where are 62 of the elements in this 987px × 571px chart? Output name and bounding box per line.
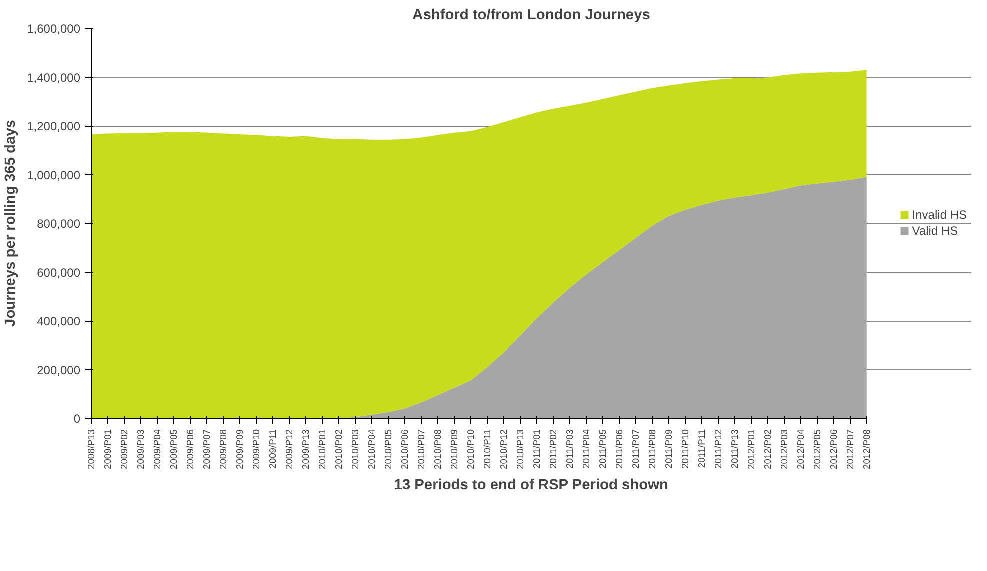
x-tick-label: 2011/P05 bbox=[598, 430, 608, 469]
legend-label: Invalid HS bbox=[912, 208, 967, 222]
x-tick-label: 2009/P13 bbox=[300, 429, 311, 470]
x-tick-label: 2012/P06 bbox=[828, 429, 839, 470]
y-axis-title: Journeys per rolling 365 days bbox=[3, 120, 20, 327]
x-tick-label: 2011/P02 bbox=[548, 430, 558, 469]
x-tick-label: 2012/P04 bbox=[796, 429, 806, 470]
x-tick-label: 2011/P07 bbox=[630, 430, 641, 469]
x-tick-label: 2012/P03 bbox=[779, 429, 790, 470]
x-tick-label: 2011/P09 bbox=[664, 430, 674, 469]
y-tick-label: 0 bbox=[74, 412, 81, 426]
x-tick-label: 2010/P07 bbox=[416, 429, 426, 470]
x-tick-label: 2009/P08 bbox=[218, 429, 228, 470]
x-tick-label: 2010/P03 bbox=[350, 429, 360, 470]
y-tick-label: 1,400,000 bbox=[27, 70, 81, 85]
x-tick-label: 2012/P08 bbox=[862, 429, 872, 470]
x-tick-label: 2011/P12 bbox=[713, 430, 724, 469]
y-tick-label: 600,000 bbox=[37, 266, 81, 280]
x-tick-label: 2010/P08 bbox=[432, 429, 443, 470]
x-tick-label: 2009/P07 bbox=[202, 429, 212, 470]
x-tick-label: 2011/P13 bbox=[730, 430, 740, 469]
x-tick-label: 2009/P02 bbox=[119, 429, 130, 470]
x-tick-label: 2009/P04 bbox=[152, 429, 162, 470]
x-tick-label: 2009/P03 bbox=[136, 429, 146, 470]
x-tick-label: 2011/P03 bbox=[564, 430, 575, 469]
x-tick-label: 2009/P05 bbox=[168, 429, 179, 470]
x-tick-label: 2008/P13 bbox=[86, 429, 96, 470]
y-tick-label: 1,600,000 bbox=[27, 22, 81, 36]
x-tick-label: 2009/P12 bbox=[284, 429, 294, 470]
y-tick-label: 400,000 bbox=[37, 314, 81, 328]
x-tick-label: 2011/P06 bbox=[614, 430, 624, 469]
x-tick-label: 2010/P12 bbox=[498, 429, 509, 470]
x-tick-label: 2010/P06 bbox=[400, 429, 410, 470]
legend-label: Valid HS bbox=[912, 224, 958, 238]
x-tick-label: 2010/P13 bbox=[515, 429, 526, 470]
x-tick-label: 2009/P09 bbox=[234, 429, 245, 470]
y-tick-label: 1,000,000 bbox=[27, 168, 81, 182]
x-tick-label: 2011/P10 bbox=[680, 430, 690, 469]
y-tick-label: 800,000 bbox=[37, 217, 81, 231]
x-tick-label: 2012/P02 bbox=[762, 429, 773, 470]
x-axis-title: 13 Periods to end of RSP Period shown bbox=[394, 477, 668, 494]
x-tick-label: 2011/P01 bbox=[532, 430, 542, 469]
y-tick-label: 200,000 bbox=[37, 363, 81, 378]
x-tick-label: 2009/P11 bbox=[268, 430, 278, 469]
x-tick-label: 2010/P05 bbox=[383, 429, 394, 470]
x-tick-label: 2009/P01 bbox=[102, 429, 113, 470]
x-tick-label: 2010/P01 bbox=[317, 429, 328, 470]
x-tick-label: 2012/P07 bbox=[845, 429, 856, 470]
x-tick-label: 2010/P02 bbox=[334, 429, 344, 470]
x-tick-label: 2009/P06 bbox=[185, 429, 196, 470]
x-tick-label: 2010/P04 bbox=[366, 429, 377, 470]
y-tick-label: 1,200,000 bbox=[27, 120, 81, 134]
x-tick-label: 2010/P10 bbox=[466, 429, 476, 470]
x-tick-label: 2012/P01 bbox=[746, 429, 756, 470]
chart-title: Ashford to/from London Journeys bbox=[412, 8, 650, 24]
x-tick-label: 2011/P08 bbox=[647, 430, 658, 469]
x-tick-label: 2010/P09 bbox=[449, 429, 460, 470]
x-tick-label: 2009/P10 bbox=[251, 429, 262, 470]
x-tick-label: 2010/P11 bbox=[482, 430, 492, 469]
x-tick-label: 2011/P11 bbox=[696, 429, 707, 468]
x-tick-label: 2012/P05 bbox=[812, 429, 822, 470]
x-tick-label: 2011/P04 bbox=[581, 430, 592, 469]
